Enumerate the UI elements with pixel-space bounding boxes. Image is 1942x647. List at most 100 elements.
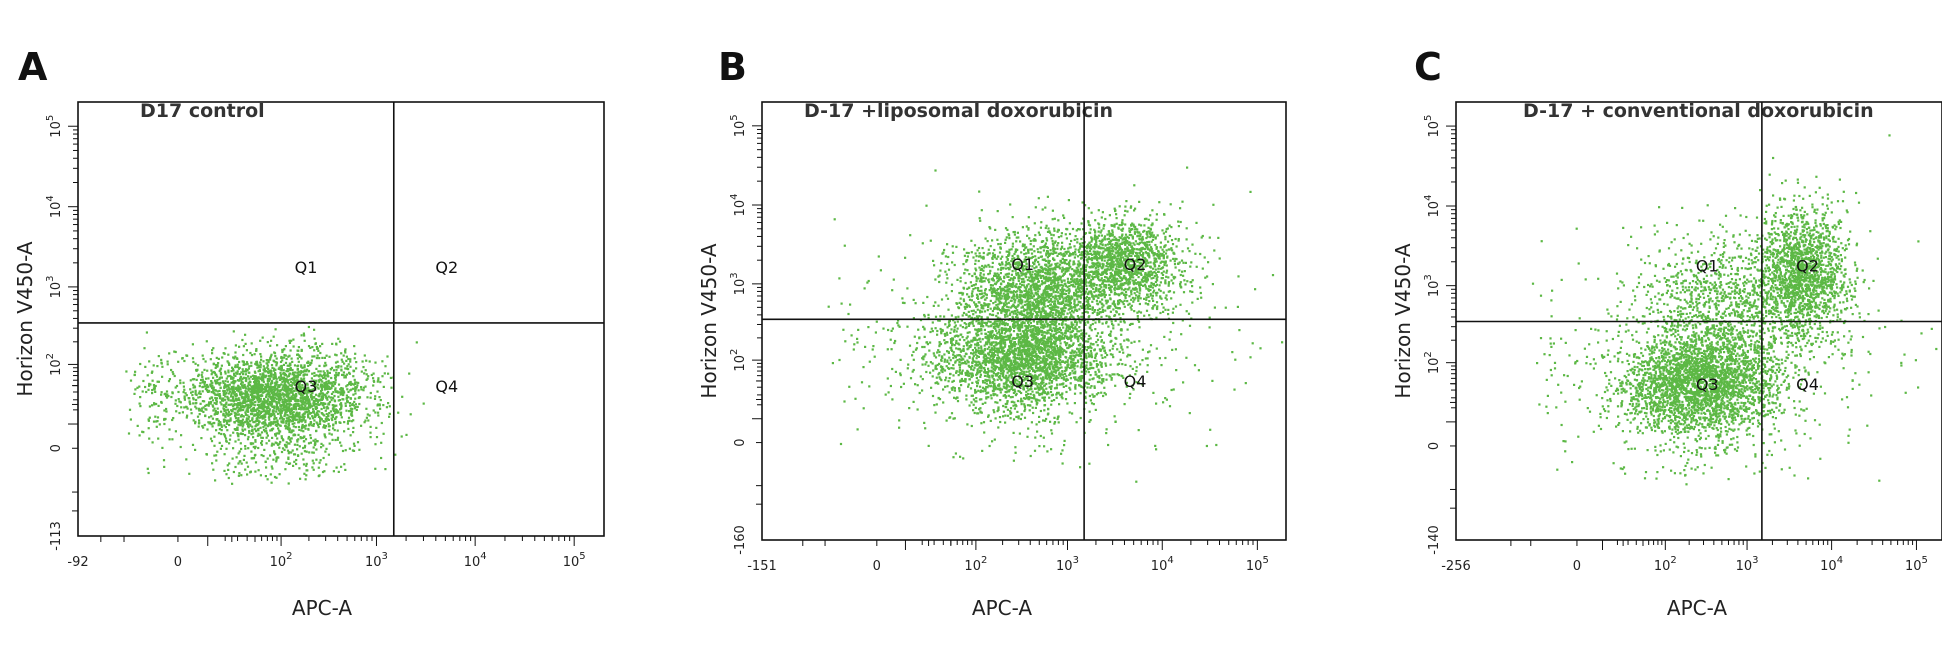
event-dot [255, 423, 258, 426]
event-dot [287, 452, 290, 455]
event-dot [278, 392, 281, 395]
event-dot [1080, 375, 1083, 378]
event-dot [1020, 372, 1024, 375]
event-dot [1048, 365, 1051, 368]
event-dot [332, 470, 335, 473]
event-dot [265, 362, 268, 365]
event-dot [251, 391, 254, 394]
event-dot [338, 399, 342, 402]
event-dot [323, 406, 326, 409]
event-dot [993, 383, 996, 386]
event-dot [257, 376, 260, 379]
event-dot [225, 411, 228, 414]
event-dot [1004, 414, 1007, 417]
event-dot [285, 446, 288, 449]
event-dot [210, 440, 214, 443]
event-dot [220, 444, 224, 447]
event-dot [244, 445, 247, 448]
event-dot [191, 443, 195, 446]
event-dot [315, 357, 318, 360]
event-dot [310, 359, 313, 362]
event-dot [174, 402, 177, 405]
event-dot [1013, 388, 1016, 391]
event-dot [355, 386, 358, 389]
event-dot [256, 377, 259, 381]
event-dot [232, 407, 235, 411]
event-dot [1050, 355, 1053, 358]
event-dot [284, 387, 287, 390]
event-dot [1052, 366, 1055, 369]
event-dot [323, 356, 326, 359]
event-dot [305, 399, 308, 402]
event-dot [1099, 349, 1102, 352]
event-dot [382, 404, 385, 407]
event-dot [953, 326, 956, 329]
event-dot [985, 321, 988, 324]
event-dot [999, 342, 1002, 345]
event-dot [1015, 382, 1018, 385]
event-dot [185, 405, 188, 408]
event-dot [224, 347, 227, 350]
event-dot [280, 364, 283, 368]
event-dot [267, 416, 270, 419]
event-dot [293, 406, 296, 409]
event-dot [288, 415, 291, 418]
event-dot [240, 391, 243, 394]
event-dot [229, 434, 232, 437]
event-dot [238, 450, 241, 453]
event-dot [185, 458, 188, 461]
event-dot [1011, 372, 1014, 375]
event-dot [270, 353, 273, 356]
event-dot [257, 381, 260, 384]
event-dot [342, 393, 345, 396]
event-dot [240, 474, 243, 477]
event-dot [321, 342, 324, 345]
event-dot [295, 379, 298, 382]
event-dot [248, 399, 251, 402]
event-dot [324, 409, 327, 412]
event-dot [1039, 346, 1042, 349]
event-dot [309, 391, 312, 394]
event-dot [317, 475, 320, 478]
event-dot [977, 338, 981, 341]
event-dot [236, 426, 239, 429]
event-dot [333, 412, 337, 415]
event-dot [263, 397, 266, 401]
event-dot [340, 407, 343, 410]
event-dot [221, 380, 225, 383]
event-dot [1114, 342, 1117, 345]
event-dot [946, 385, 949, 388]
event-dot [1028, 329, 1031, 332]
event-dot [997, 337, 1000, 340]
event-dot [218, 378, 221, 381]
event-dot [278, 424, 281, 427]
event-dot [297, 346, 300, 349]
event-dot [237, 418, 240, 421]
event-dot [358, 448, 361, 451]
event-dot [1002, 341, 1005, 344]
event-dot [366, 413, 369, 416]
event-dot [208, 422, 211, 425]
event-dot [216, 407, 219, 410]
event-dot [228, 403, 231, 406]
event-dot [323, 376, 326, 379]
event-dot [211, 384, 214, 387]
event-dot [366, 377, 369, 380]
event-dot [242, 423, 245, 426]
event-dot [1032, 359, 1035, 362]
event-dot [205, 408, 208, 411]
event-dot [281, 377, 284, 380]
event-dot [162, 459, 166, 462]
event-dot [381, 375, 384, 378]
event-dot [308, 411, 311, 414]
event-dot [153, 402, 156, 405]
event-dot [269, 388, 272, 391]
event-dot [302, 388, 305, 391]
event-dot [1087, 352, 1090, 355]
event-dot [234, 387, 238, 390]
event-dot [291, 419, 294, 422]
event-dot [351, 402, 354, 405]
event-dot [247, 403, 250, 406]
event-dot [292, 425, 295, 428]
event-dot [1085, 366, 1088, 369]
